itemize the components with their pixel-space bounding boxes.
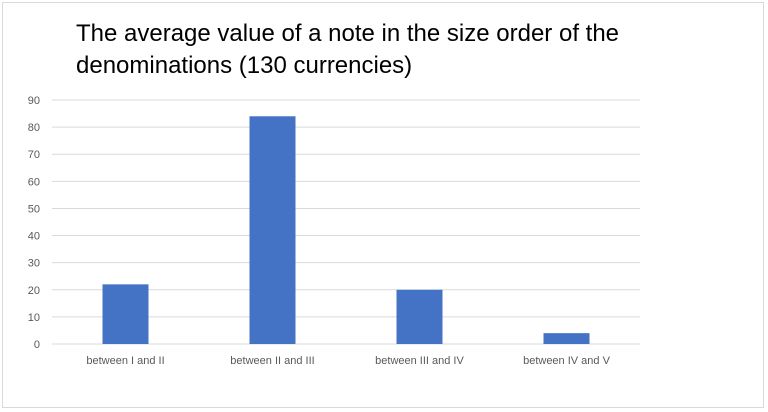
chart-title: The average value of a note in the size … (76, 20, 620, 79)
y-tick-label: 60 (28, 176, 40, 188)
y-tick-label: 90 (28, 95, 40, 107)
y-tick-label: 30 (28, 258, 40, 270)
y-tick-label: 20 (28, 285, 40, 297)
x-tick-label: between III and IV (375, 355, 464, 367)
x-tick-label: between IV and V (523, 355, 611, 367)
y-tick-label: 0 (34, 339, 40, 351)
bar-3 (396, 289, 443, 344)
y-tick-label: 80 (28, 122, 40, 134)
x-tick-label: between II and III (230, 355, 314, 367)
x-tick-label: between I and II (86, 355, 164, 367)
y-tick-label: 10 (28, 312, 40, 324)
bar-1 (102, 284, 149, 344)
y-tick-label: 40 (28, 231, 40, 243)
bar-4 (543, 333, 590, 344)
y-tick-label: 50 (28, 203, 40, 215)
bar-2 (249, 116, 296, 345)
y-tick-label: 70 (28, 149, 40, 161)
